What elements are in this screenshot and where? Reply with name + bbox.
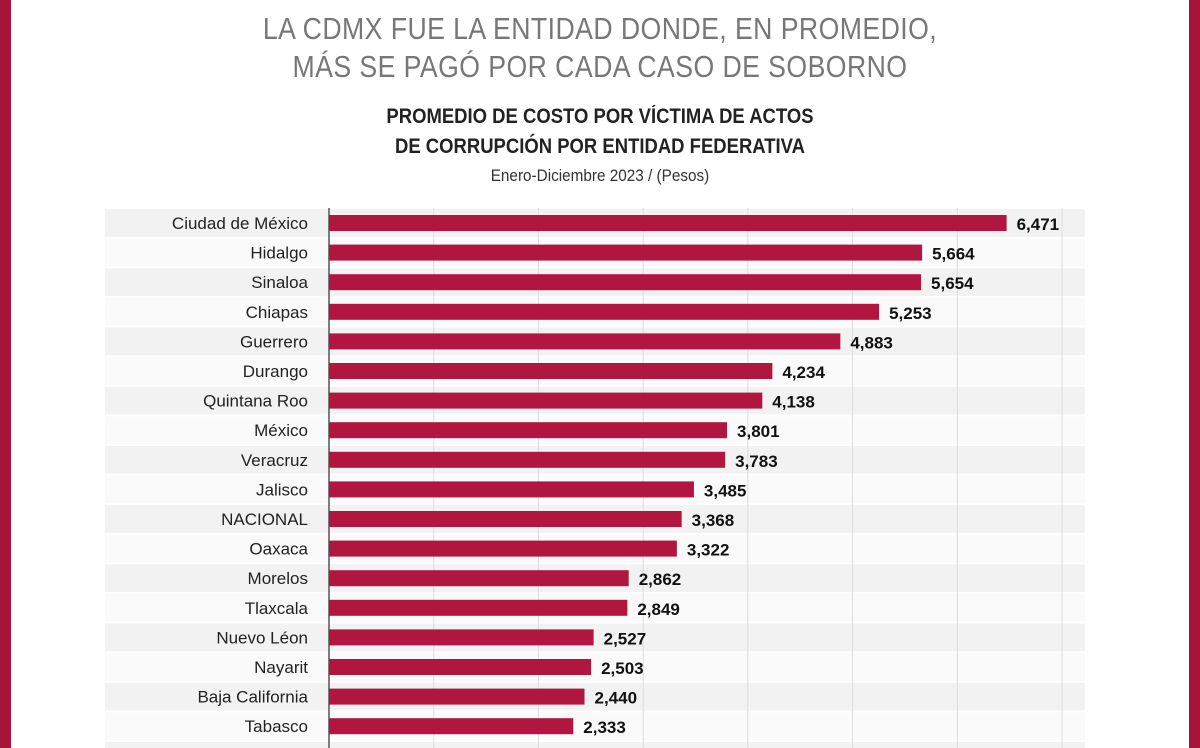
bar xyxy=(329,392,763,409)
bar xyxy=(329,688,585,705)
chart-title: PROMEDIO DE COSTO POR VÍCTIMA DE ACTOS D… xyxy=(72,102,1128,162)
value-label: 3,368 xyxy=(692,511,735,530)
row-background xyxy=(105,712,1085,740)
value-label: 3,783 xyxy=(735,452,778,471)
row-background xyxy=(105,653,1085,681)
value-label: 5,664 xyxy=(932,245,975,264)
value-label: 2,849 xyxy=(637,600,680,619)
category-label: Tlaxcala xyxy=(245,599,309,618)
value-label: 3,485 xyxy=(704,481,747,500)
category-label: Tabasco xyxy=(245,717,308,736)
bar xyxy=(329,481,694,498)
category-label: Veracruz xyxy=(241,451,308,470)
bar xyxy=(329,629,594,646)
category-label: Jalisco xyxy=(256,480,308,499)
bar xyxy=(329,599,628,616)
value-label: 6,471 xyxy=(1017,215,1060,234)
category-label: Sinaloa xyxy=(251,273,308,292)
category-label: Nayarit xyxy=(254,658,308,677)
value-label: 5,654 xyxy=(931,274,974,293)
bar xyxy=(329,422,728,439)
headline-line-1: LA CDMX FUE LA ENTIDAD DONDE, EN PROMEDI… xyxy=(262,11,938,46)
bar xyxy=(329,303,880,320)
value-label: 4,883 xyxy=(850,333,893,352)
left-frame-border xyxy=(0,0,11,748)
chart-title-line-2: DE CORRUPCIÓN POR ENTIDAD FEDERATIVA xyxy=(394,135,805,158)
chart-subtitle: Enero-Diciembre 2023 / (Pesos) xyxy=(490,166,710,185)
value-label: 3,801 xyxy=(737,422,780,441)
chart-title-line-1: PROMEDIO DE COSTO POR VÍCTIMA DE ACTOS xyxy=(386,105,814,128)
category-label: Morelos xyxy=(248,569,308,588)
category-label: Guerrero xyxy=(240,332,308,351)
headline: LA CDMX FUE LA ENTIDAD DONDE, EN PROMEDI… xyxy=(84,10,1116,86)
category-label: Quintana Roo xyxy=(203,392,308,411)
bar xyxy=(329,333,841,350)
headline-line-2: MÁS SE PAGÓ POR CADA CASO DE SOBORNO xyxy=(292,49,908,84)
value-label: 3,322 xyxy=(687,541,730,560)
value-label: 2,440 xyxy=(595,689,638,708)
category-label: México xyxy=(254,421,308,440)
value-label: 2,862 xyxy=(639,570,682,589)
value-label: 2,527 xyxy=(604,629,647,648)
bar xyxy=(329,718,574,735)
value-label: 5,253 xyxy=(889,304,932,323)
bar xyxy=(329,363,773,379)
row-background xyxy=(105,682,1085,711)
bar xyxy=(329,540,677,557)
category-label: Hidalgo xyxy=(250,244,308,263)
category-label: Oaxaca xyxy=(249,540,308,559)
bar xyxy=(329,274,922,291)
category-label: Durango xyxy=(243,362,308,381)
category-label: Ciudad de México xyxy=(172,214,308,233)
bar xyxy=(329,215,1007,231)
row-background xyxy=(105,623,1085,652)
value-label: 4,138 xyxy=(772,393,815,412)
value-label: 2,503 xyxy=(601,659,644,678)
value-label: 4,234 xyxy=(782,363,825,382)
bar xyxy=(329,244,923,261)
category-label: Chiapas xyxy=(246,303,308,322)
bar xyxy=(329,570,629,587)
row-background xyxy=(105,742,1085,748)
category-label: Baja California xyxy=(197,688,308,707)
bar xyxy=(329,451,726,468)
bar xyxy=(329,659,592,675)
value-label: 2,333 xyxy=(583,718,626,737)
category-label: Nuevo Léon xyxy=(216,628,308,647)
bar xyxy=(329,511,682,527)
right-frame-border xyxy=(1189,0,1200,748)
category-label: NACIONAL xyxy=(221,510,308,529)
